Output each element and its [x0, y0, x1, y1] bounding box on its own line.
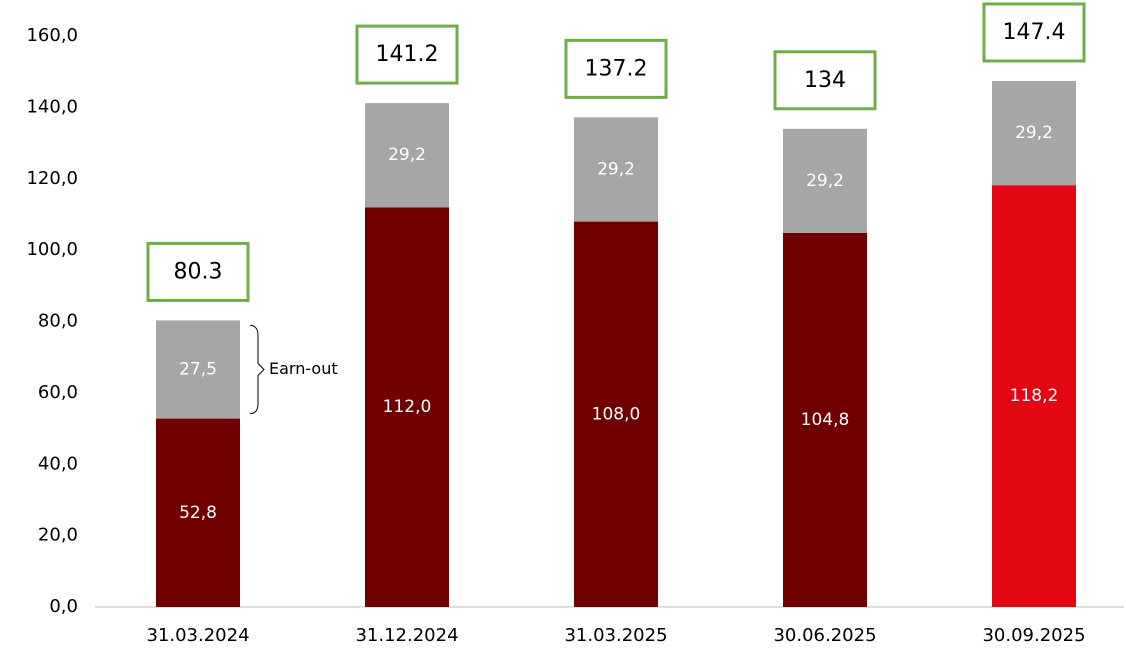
x-tick-label: 31.03.2025	[564, 625, 667, 646]
total-label: 141.2	[376, 42, 439, 67]
total-label: 134	[804, 68, 846, 93]
value-label: 104,8	[801, 410, 850, 430]
value-label: 27,5	[179, 359, 217, 379]
bar-segment	[992, 185, 1076, 607]
value-label: 29,2	[806, 171, 844, 191]
total-label: 137.2	[585, 56, 648, 81]
value-label: 29,2	[597, 159, 635, 179]
y-tick-label: 140,0	[26, 96, 78, 117]
x-tick-label: 31.03.2024	[146, 625, 249, 646]
y-tick-label: 60,0	[38, 382, 78, 403]
y-tick-label: 40,0	[38, 453, 78, 474]
y-tick-label: 80,0	[38, 311, 78, 332]
bar-segment	[365, 103, 449, 208]
bar-segment	[365, 207, 449, 608]
value-label: 108,0	[592, 404, 641, 424]
total-box	[564, 38, 668, 99]
bar-segment	[156, 320, 240, 419]
bar-segment	[783, 232, 867, 607]
value-label: 112,0	[383, 397, 432, 417]
value-label: 29,2	[388, 145, 426, 165]
value-label: 29,2	[1015, 123, 1053, 143]
bracket	[249, 324, 265, 415]
value-label: 52,8	[179, 503, 217, 523]
total-label: 80.3	[174, 259, 223, 284]
y-tick-label: 20,0	[38, 525, 78, 546]
total-box	[982, 2, 1086, 63]
value-label: 118,2	[1010, 386, 1059, 406]
bar-segment	[574, 117, 658, 222]
annotation: Earn-out	[269, 359, 338, 378]
y-tick-label: 120,0	[26, 168, 78, 189]
y-tick-label: 160,0	[26, 25, 78, 46]
bar-segment	[574, 221, 658, 607]
total-label: 147.4	[1003, 20, 1066, 45]
bar-segment	[156, 418, 240, 607]
total-box	[773, 50, 877, 111]
y-tick-label: 100,0	[26, 239, 78, 260]
bar-segment	[783, 128, 867, 233]
total-box	[146, 241, 250, 302]
x-tick-label: 31.12.2024	[355, 625, 458, 646]
total-box	[355, 24, 459, 85]
bar-segment	[992, 80, 1076, 186]
y-tick-label: 0,0	[49, 596, 78, 617]
x-tick-label: 30.09.2025	[982, 625, 1085, 646]
x-tick-label: 30.06.2025	[773, 625, 876, 646]
